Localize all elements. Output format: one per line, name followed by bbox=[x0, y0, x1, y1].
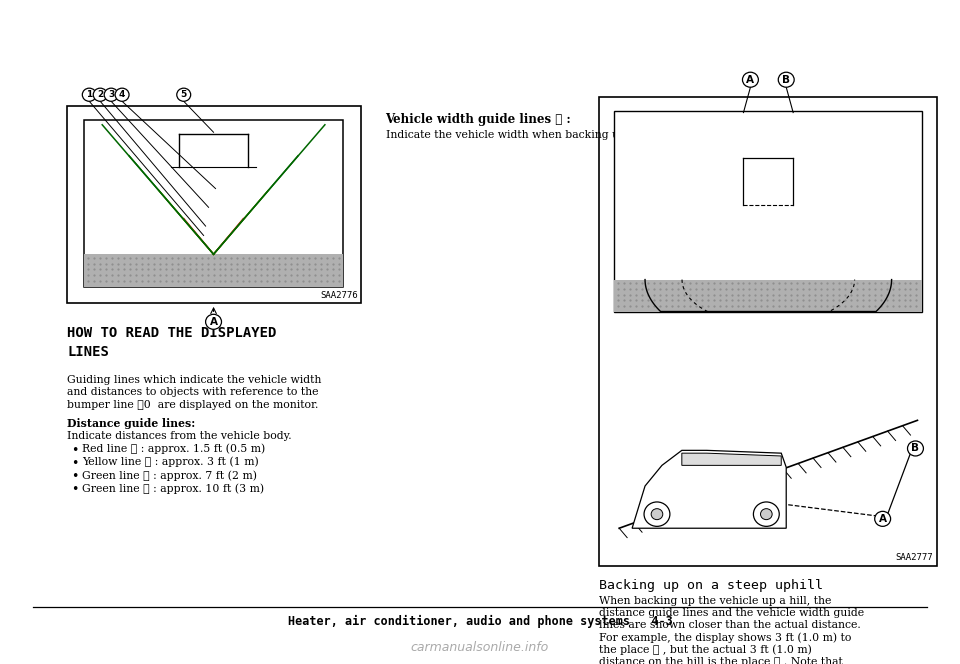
Circle shape bbox=[760, 509, 772, 520]
Text: Green line ③ : approx. 7 ft (2 m): Green line ③ : approx. 7 ft (2 m) bbox=[83, 470, 257, 481]
Text: Green line ④ : approx. 10 ft (3 m): Green line ④ : approx. 10 ft (3 m) bbox=[83, 483, 264, 494]
Text: Heater, air conditioner, audio and phone systems   4-3: Heater, air conditioner, audio and phone… bbox=[288, 615, 672, 627]
Bar bbox=[614, 111, 923, 313]
Text: Yellow line ② : approx. 3 ft (1 m): Yellow line ② : approx. 3 ft (1 m) bbox=[83, 457, 259, 467]
Text: SAA2776: SAA2776 bbox=[320, 291, 358, 300]
Circle shape bbox=[754, 502, 780, 527]
Text: distance guide lines and the vehicle width guide: distance guide lines and the vehicle wid… bbox=[599, 608, 864, 618]
Circle shape bbox=[177, 88, 191, 102]
Bar bbox=[614, 280, 923, 313]
Text: B: B bbox=[782, 75, 790, 85]
Text: •: • bbox=[71, 483, 79, 496]
Text: For example, the display shows 3 ft (1.0 m) to: For example, the display shows 3 ft (1.0… bbox=[599, 632, 852, 643]
Text: the place ① , but the actual 3 ft (1.0 m): the place ① , but the actual 3 ft (1.0 m… bbox=[599, 645, 812, 655]
Text: 1: 1 bbox=[86, 90, 92, 99]
Bar bbox=[84, 254, 343, 287]
Circle shape bbox=[779, 72, 794, 87]
Circle shape bbox=[651, 509, 662, 520]
Text: and distances to objects with reference to the: and distances to objects with reference … bbox=[67, 388, 319, 398]
Polygon shape bbox=[632, 450, 786, 529]
Text: When backing up the vehicle up a hill, the: When backing up the vehicle up a hill, t… bbox=[599, 596, 831, 606]
Text: Indicate distances from the vehicle body.: Indicate distances from the vehicle body… bbox=[67, 431, 292, 441]
Bar bbox=[599, 96, 937, 566]
Bar bbox=[67, 106, 361, 303]
Circle shape bbox=[875, 511, 891, 527]
Text: HOW TO READ THE DISPLAYED
LINES: HOW TO READ THE DISPLAYED LINES bbox=[67, 327, 276, 359]
Text: A: A bbox=[747, 75, 755, 85]
Text: carmanualsonline.info: carmanualsonline.info bbox=[411, 641, 549, 654]
Bar bbox=[84, 120, 343, 287]
Circle shape bbox=[644, 502, 670, 527]
Text: Red line ① : approx. 1.5 ft (0.5 m): Red line ① : approx. 1.5 ft (0.5 m) bbox=[83, 444, 266, 454]
Text: 2: 2 bbox=[97, 90, 104, 99]
Text: A: A bbox=[878, 514, 887, 524]
Text: •: • bbox=[71, 457, 79, 470]
Circle shape bbox=[742, 72, 758, 87]
Text: 4: 4 bbox=[119, 90, 125, 99]
Circle shape bbox=[93, 88, 108, 102]
Text: distance on the hill is the place ② . Note that: distance on the hill is the place ② . No… bbox=[599, 657, 843, 664]
Text: B: B bbox=[911, 444, 920, 454]
Circle shape bbox=[83, 88, 96, 102]
Circle shape bbox=[115, 88, 129, 102]
Circle shape bbox=[205, 314, 222, 329]
Text: SAA2777: SAA2777 bbox=[896, 553, 933, 562]
Text: Vehicle width guide lines ⑤ :: Vehicle width guide lines ⑤ : bbox=[386, 114, 571, 127]
Text: •: • bbox=[71, 470, 79, 483]
Circle shape bbox=[907, 441, 924, 456]
Text: bumper line ⑀0  are displayed on the monitor.: bumper line ⑀0 are displayed on the moni… bbox=[67, 400, 319, 410]
Text: A: A bbox=[209, 317, 218, 327]
Text: Distance guide lines:: Distance guide lines: bbox=[67, 418, 196, 428]
Text: Backing up on a steep uphill: Backing up on a steep uphill bbox=[599, 579, 824, 592]
Text: •: • bbox=[71, 444, 79, 457]
Text: Guiding lines which indicate the vehicle width: Guiding lines which indicate the vehicle… bbox=[67, 375, 322, 385]
Text: 3: 3 bbox=[108, 90, 114, 99]
Text: lines are shown closer than the actual distance.: lines are shown closer than the actual d… bbox=[599, 620, 861, 630]
Text: 5: 5 bbox=[180, 90, 187, 99]
Text: Indicate the vehicle width when backing up.: Indicate the vehicle width when backing … bbox=[386, 130, 629, 140]
Polygon shape bbox=[682, 453, 781, 465]
Circle shape bbox=[105, 88, 118, 102]
